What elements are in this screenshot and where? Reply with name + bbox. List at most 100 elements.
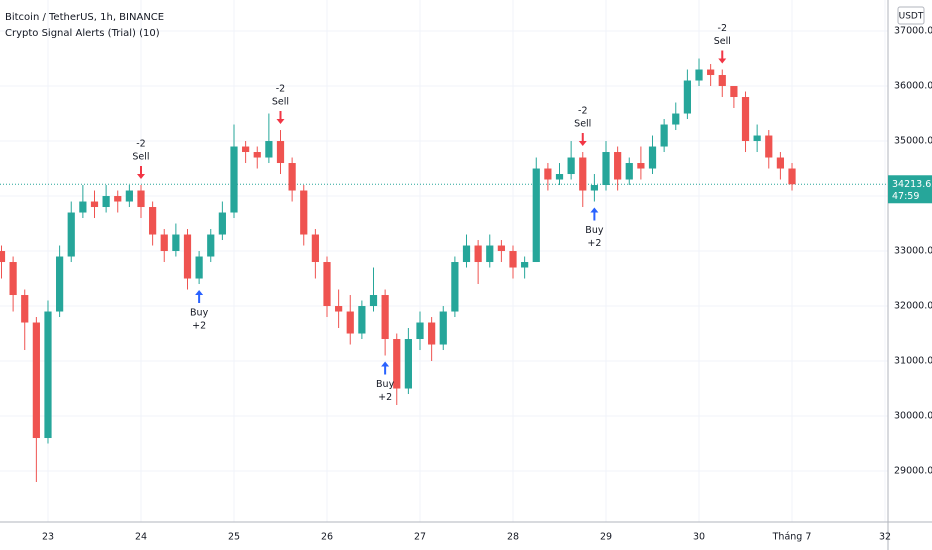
last-price-label: 34213.62	[892, 179, 932, 190]
candle-body	[311, 234, 319, 263]
candle-body	[300, 190, 308, 235]
candle-body	[183, 234, 192, 279]
candle-body	[660, 124, 668, 147]
candle-body	[416, 322, 424, 340]
candle-body	[765, 135, 773, 158]
signal-label: -2	[276, 84, 285, 95]
candle-body	[486, 245, 494, 263]
candle-body	[149, 207, 157, 235]
y-tick-label: 37000.00	[894, 26, 932, 37]
y-tick-label: 30000.00	[894, 411, 932, 422]
candle-body	[0, 251, 6, 263]
candle-body	[102, 196, 110, 208]
candle-body	[428, 322, 436, 345]
x-tick-label: Tháng 7	[772, 532, 812, 543]
buy-arrow	[381, 361, 390, 375]
candle-body	[253, 152, 261, 158]
candle-body	[114, 196, 122, 202]
candle-body	[265, 141, 273, 158]
x-tick-label: 24	[135, 532, 147, 543]
candle-body	[276, 141, 285, 164]
candle-body	[730, 86, 738, 98]
candle-body	[369, 295, 378, 307]
y-tick-label: 29000.00	[894, 466, 932, 477]
signal-label: +2	[192, 321, 206, 332]
candle-body	[788, 168, 796, 185]
x-tick-label: 32	[879, 532, 891, 543]
candle-body	[32, 322, 40, 439]
sell-arrow	[578, 133, 587, 147]
candle-body	[683, 80, 691, 114]
candle-body	[172, 234, 180, 252]
candle-body	[9, 262, 17, 296]
x-tick-label: 29	[600, 532, 612, 543]
candle-body	[648, 146, 657, 169]
candle-body	[288, 163, 296, 191]
y-tick-label: 36000.00	[894, 81, 932, 92]
signal-label: Sell	[272, 97, 289, 108]
candle-body	[521, 262, 529, 268]
buy-arrow	[195, 290, 204, 304]
x-tick-label: 23	[42, 532, 54, 543]
candle-body	[532, 168, 540, 263]
y-tick-label: 35000.00	[894, 136, 932, 147]
currency-box[interactable]	[897, 6, 925, 25]
candle-body	[695, 69, 703, 81]
indicator-name: Crypto Signal Alerts (Trial) (10)	[5, 28, 160, 39]
candle-body	[67, 212, 75, 257]
signal-label: Sell	[132, 152, 149, 163]
candle-body	[381, 295, 389, 340]
sell-arrow	[136, 166, 145, 180]
candle-body	[393, 339, 401, 389]
signal-label: +2	[587, 238, 601, 249]
candle-body	[160, 234, 168, 252]
candle-body	[718, 75, 726, 87]
x-tick-label: 25	[228, 532, 240, 543]
candle-body	[137, 190, 145, 208]
x-tick-label: 30	[693, 532, 705, 543]
candle-body	[625, 163, 633, 180]
chart-title: Bitcoin / TetherUS, 1h, BINANCE	[5, 12, 164, 23]
candle-body	[672, 113, 680, 125]
candle-body	[90, 201, 99, 208]
candle-body	[358, 306, 366, 334]
candle-body	[218, 212, 226, 235]
signal-label: Sell	[714, 36, 731, 47]
candle-body	[590, 185, 598, 191]
y-tick-label: 33000.00	[894, 246, 932, 257]
candle-body	[509, 251, 517, 268]
candle-body	[79, 201, 87, 213]
candle-body	[207, 234, 215, 257]
candle-body	[637, 163, 645, 169]
signal-label: +2	[378, 392, 392, 403]
candle-body	[602, 152, 610, 186]
candle-body	[44, 311, 52, 439]
candle-body	[776, 157, 784, 169]
sell-arrow	[276, 111, 285, 125]
candle-body	[451, 262, 459, 312]
signal-label: -2	[718, 23, 727, 34]
candle-body	[230, 146, 238, 213]
candle-body	[474, 245, 482, 263]
candle-body	[125, 190, 133, 202]
sell-arrow	[718, 50, 727, 64]
candle-body	[579, 157, 587, 191]
candle-body	[497, 245, 505, 252]
x-tick-label: 26	[321, 532, 333, 543]
candle-body	[439, 311, 447, 345]
currency: USDT	[899, 12, 924, 22]
signal-label: -2	[136, 139, 145, 150]
signal-label: Buy	[190, 308, 209, 319]
x-tick-label: 27	[414, 532, 426, 543]
candle-body	[567, 157, 575, 175]
last-price-box	[888, 175, 932, 204]
candle-body	[544, 168, 552, 180]
candle-body	[335, 306, 343, 312]
candle-body	[346, 311, 354, 334]
y-tick-label: 31000.00	[894, 356, 932, 367]
candle-body	[614, 152, 622, 180]
signal-label: -2	[578, 106, 587, 117]
candle-body	[753, 135, 761, 142]
